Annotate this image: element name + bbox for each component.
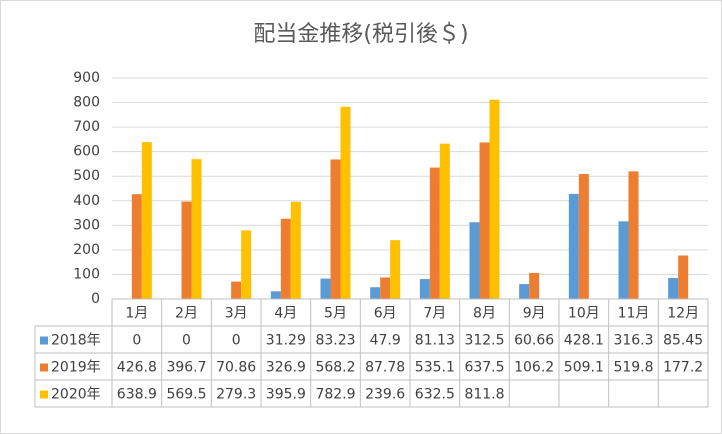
bar [141,142,152,299]
bar [469,222,480,299]
legend-label: 2019年 [51,360,101,376]
table-cell: 569.5 [166,387,206,403]
bar [181,201,192,299]
bar [191,159,202,299]
legend-label: 2020年 [51,387,101,403]
y-tick-label: 800 [73,95,100,111]
table-cell: 177.2 [663,360,703,376]
table-cell: 396.7 [166,360,206,376]
x-tick-label: 2月 [175,306,198,322]
table-cell: 0 [182,333,191,349]
bar [628,171,639,299]
table-cell: 87.78 [365,360,405,376]
bar [370,287,381,299]
y-tick-label: 900 [73,70,100,86]
table-cell: 312.5 [464,333,504,349]
y-tick-label: 300 [73,217,100,233]
x-tick-label: 1月 [125,306,148,322]
bar [280,218,291,299]
y-tick-label: 200 [73,242,100,258]
legend-swatch [40,390,48,399]
x-tick-label: 12月 [667,306,699,322]
table-cell: 428.1 [564,333,604,349]
bar [419,279,430,299]
x-tick-label: 5月 [324,306,347,322]
table-cell: 0 [132,333,141,349]
y-tick-label: 400 [73,193,100,209]
table-cell: 81.13 [415,333,455,349]
legend-label: 2018年 [51,333,101,349]
bar [290,201,301,299]
bar [618,221,629,299]
bar [131,194,142,299]
x-tick-label: 7月 [423,306,446,322]
y-tick-label: 700 [73,119,100,135]
bar [529,272,540,299]
table-cell: 279.3 [216,387,256,403]
table-cell: 637.5 [464,360,504,376]
table-cell: 638.9 [117,387,157,403]
bar [390,240,401,299]
bar [270,291,281,299]
x-tick-label: 6月 [374,306,397,322]
bar [479,142,490,299]
bar [340,106,351,300]
bar [568,193,579,299]
table-cell: 70.86 [216,360,256,376]
bar [241,230,252,299]
table-cell: 83.23 [315,333,355,349]
bar [668,278,679,299]
x-tick-label: 3月 [225,306,248,322]
y-tick-label: 600 [73,144,100,160]
y-tick-label: 500 [73,168,100,184]
bar [320,278,331,299]
table-cell: 782.9 [315,387,355,403]
bar [429,167,440,299]
table-cell: 31.29 [266,333,306,349]
table-cell: 568.2 [315,360,355,376]
table-cell: 519.8 [613,360,653,376]
bar [489,99,500,300]
bar [519,284,530,299]
x-tick-label: 11月 [618,306,650,322]
table-cell: 395.9 [266,387,306,403]
x-tick-label: 4月 [274,306,297,322]
table-cell: 426.8 [117,360,157,376]
bar [330,159,341,299]
table-cell: 316.3 [613,333,653,349]
table-cell: 811.8 [464,387,504,403]
table-cell: 632.5 [415,387,455,403]
table-cell: 85.45 [663,333,703,349]
y-tick-label: 100 [73,266,100,282]
bar [578,173,589,299]
bar [380,277,391,299]
table-cell: 239.6 [365,387,405,403]
bar [678,255,689,299]
x-tick-label: 8月 [473,306,496,322]
bar [231,281,242,299]
x-tick-label: 9月 [523,306,546,322]
table-cell: 535.1 [415,360,455,376]
table-cell: 106.2 [514,360,554,376]
bar [439,143,450,299]
y-tick-label: 0 [91,291,100,307]
chart-title: 配当金推移(税引後＄) [253,22,468,47]
legend-swatch [40,336,48,345]
table-cell: 326.9 [266,360,306,376]
table-cell: 0 [232,333,241,349]
x-tick-label: 10月 [568,306,600,322]
table-cell: 60.66 [514,333,554,349]
legend-swatch [40,363,48,372]
table-cell: 47.9 [370,333,401,349]
table-cell: 509.1 [564,360,604,376]
